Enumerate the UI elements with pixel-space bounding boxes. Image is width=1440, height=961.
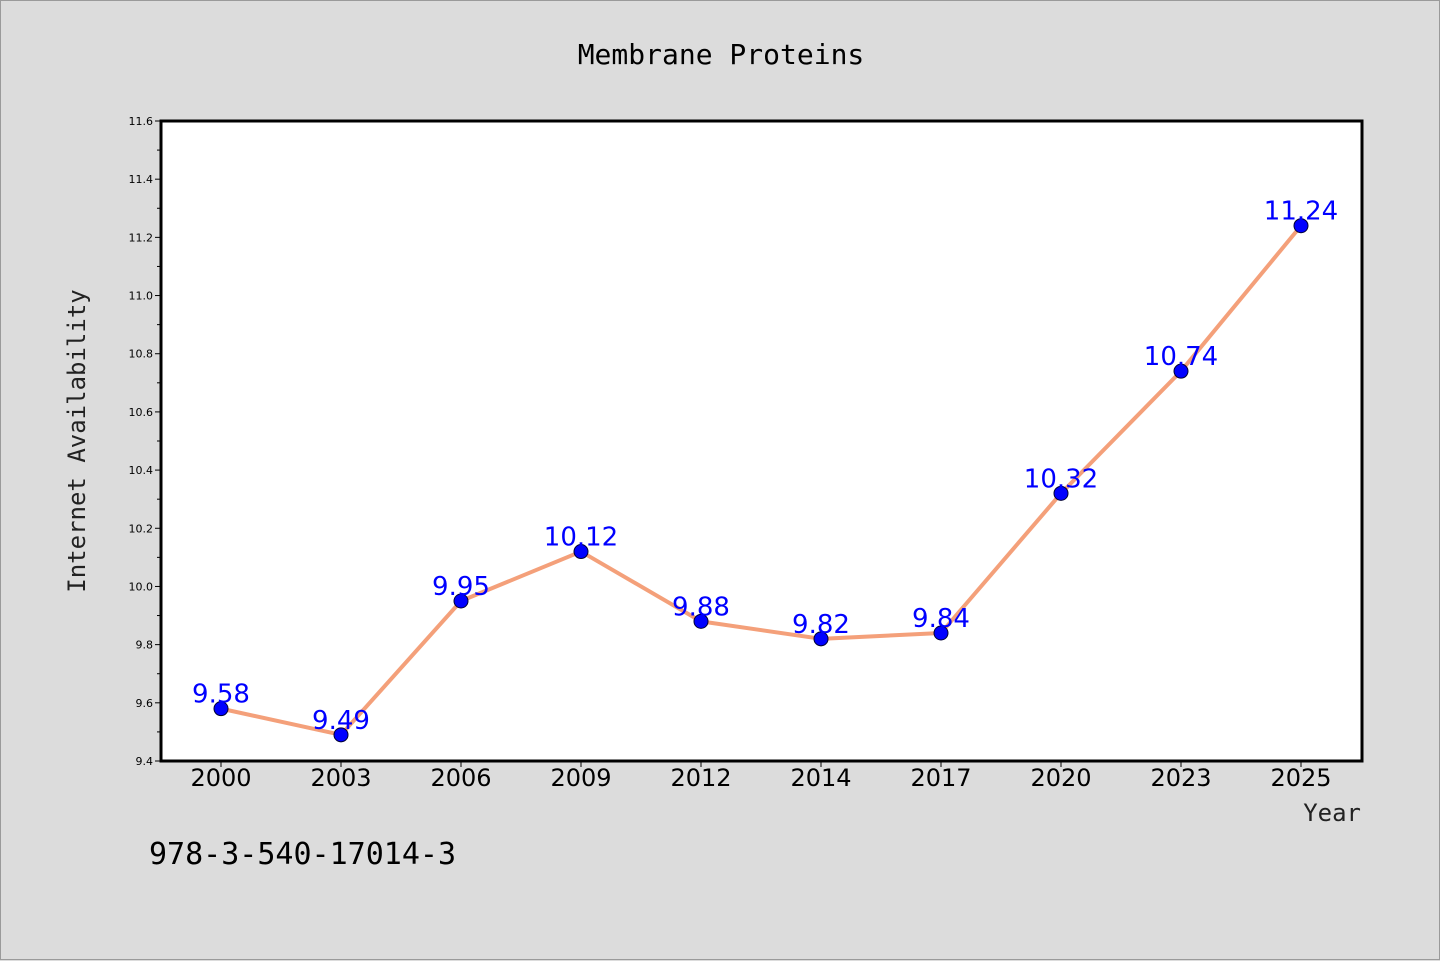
x-axis: 2000 2003 2006 2009 2012 2014 2017 2020 2023 2025 (190, 761, 1332, 792)
data-point (1293, 218, 1309, 234)
isbn-footer: 978-3-540-17014-3 (149, 837, 456, 872)
data-point (1173, 363, 1189, 379)
y-tick-label: 11.4 (129, 173, 154, 186)
series-layer (219, 223, 1303, 737)
y-tick-label: 11.0 (129, 290, 154, 303)
x-tick-label: 2006 (430, 764, 491, 792)
x-tick-label: 2023 (1150, 764, 1211, 792)
x-tick-label: 2009 (550, 764, 611, 792)
data-label: 9.95 (432, 572, 490, 602)
data-label: 9.88 (672, 592, 730, 622)
y-axis: 9.4 9.6 9.8 10.0 10.2 10.4 10.6 10.8 11.0 11.2 11.… (129, 115, 161, 768)
data-label: 10.32 (1024, 464, 1098, 494)
series-line (219, 223, 1303, 737)
y-axis-title: Internet Availability (63, 289, 91, 592)
data-label-layer: 9.58 9.49 9.95 10.12 9.88 9.82 9.84 10.32 10.74 1… (192, 197, 1338, 736)
y-tick-label: 9.8 (136, 639, 154, 652)
data-label: 10.12 (544, 523, 618, 553)
data-label: 9.49 (312, 706, 370, 736)
y-tick-label: 10.8 (129, 348, 154, 361)
y-tick-label: 10.0 (129, 580, 154, 593)
data-point (1053, 485, 1069, 501)
data-label: 9.82 (792, 610, 850, 640)
x-tick-label: 2020 (1030, 764, 1091, 792)
data-label: 9.58 (192, 680, 250, 710)
x-tick-label: 2025 (1270, 764, 1331, 792)
y-tick-label: 11.6 (129, 115, 154, 128)
data-point (693, 613, 709, 629)
marker-layer (213, 218, 1309, 743)
y-tick-label: 9.4 (136, 755, 154, 768)
y-tick-label: 10.6 (129, 406, 154, 419)
plot-area (159, 119, 1364, 763)
data-point (933, 625, 949, 641)
y-tick-label: 10.4 (129, 464, 154, 477)
data-point (573, 544, 589, 560)
data-point (453, 593, 469, 609)
x-tick-label: 2003 (310, 764, 371, 792)
x-tick-label: 2014 (790, 764, 851, 792)
x-tick-label: 2017 (910, 764, 971, 792)
data-point (813, 631, 829, 647)
x-axis-title: Year (1303, 799, 1361, 827)
y-tick-label: 9.6 (136, 697, 154, 710)
data-label: 10.74 (1144, 342, 1218, 372)
data-point (333, 727, 349, 743)
y-tick-label: 11.2 (129, 231, 154, 244)
chart-title: Membrane Proteins (578, 38, 865, 71)
data-label: 11.24 (1264, 197, 1338, 227)
x-tick-label: 2012 (670, 764, 731, 792)
x-tick-label: 2000 (190, 764, 251, 792)
y-tick-label: 10.2 (129, 522, 154, 535)
data-label: 9.84 (912, 604, 970, 634)
data-point (213, 701, 229, 717)
